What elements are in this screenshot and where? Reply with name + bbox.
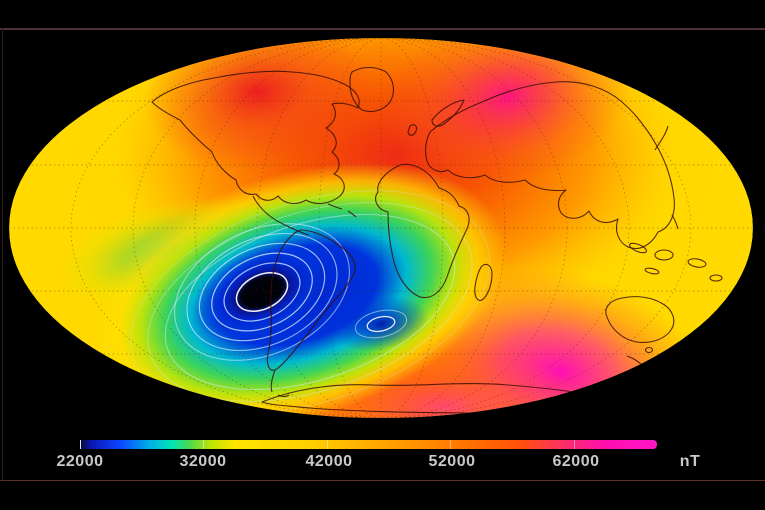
colorbar-unit-label: nT bbox=[679, 453, 701, 470]
frame-bottom-border bbox=[0, 480, 765, 481]
coast-greenland bbox=[349, 66, 395, 113]
colorbar-tick bbox=[327, 440, 328, 449]
colorbar-tick-label: 42000 bbox=[305, 453, 353, 470]
coast-new-guinea bbox=[687, 258, 707, 268]
map-oval bbox=[9, 38, 753, 418]
graticule bbox=[9, 38, 753, 418]
coast-south-america bbox=[266, 229, 356, 371]
coast-sumatra bbox=[629, 242, 647, 254]
frame-left-border bbox=[2, 28, 3, 481]
coast-north-america bbox=[151, 70, 360, 205]
coast-central-america bbox=[252, 195, 310, 236]
coastlines bbox=[151, 66, 723, 414]
colorbar-tick bbox=[450, 440, 451, 449]
colorbar-tick bbox=[203, 440, 204, 449]
colorbar-tick-label: 52000 bbox=[428, 453, 476, 470]
colorbar bbox=[80, 440, 657, 449]
coast-sulawesi bbox=[709, 274, 723, 282]
coast-philippines bbox=[671, 214, 679, 230]
colorbar-tick-label: 32000 bbox=[179, 453, 227, 470]
colorbar-tick-label: 22000 bbox=[56, 453, 104, 470]
colorbar-tick bbox=[574, 440, 575, 449]
coast-tasmania bbox=[644, 346, 654, 354]
coast-java bbox=[644, 267, 660, 275]
coast-britain bbox=[407, 124, 418, 136]
frame-top-border bbox=[0, 28, 765, 30]
coast-japan bbox=[654, 125, 669, 151]
coast-africa bbox=[375, 163, 470, 299]
coast-scandinavia bbox=[431, 99, 465, 127]
coast-eurasia bbox=[425, 81, 675, 250]
coast-caribbean bbox=[327, 203, 357, 218]
colorbar-tick-label: 62000 bbox=[552, 453, 600, 470]
coast-madagascar bbox=[474, 263, 493, 301]
colorbar-tick bbox=[80, 440, 81, 449]
coast-borneo bbox=[654, 249, 674, 261]
coast-australia bbox=[605, 296, 675, 343]
